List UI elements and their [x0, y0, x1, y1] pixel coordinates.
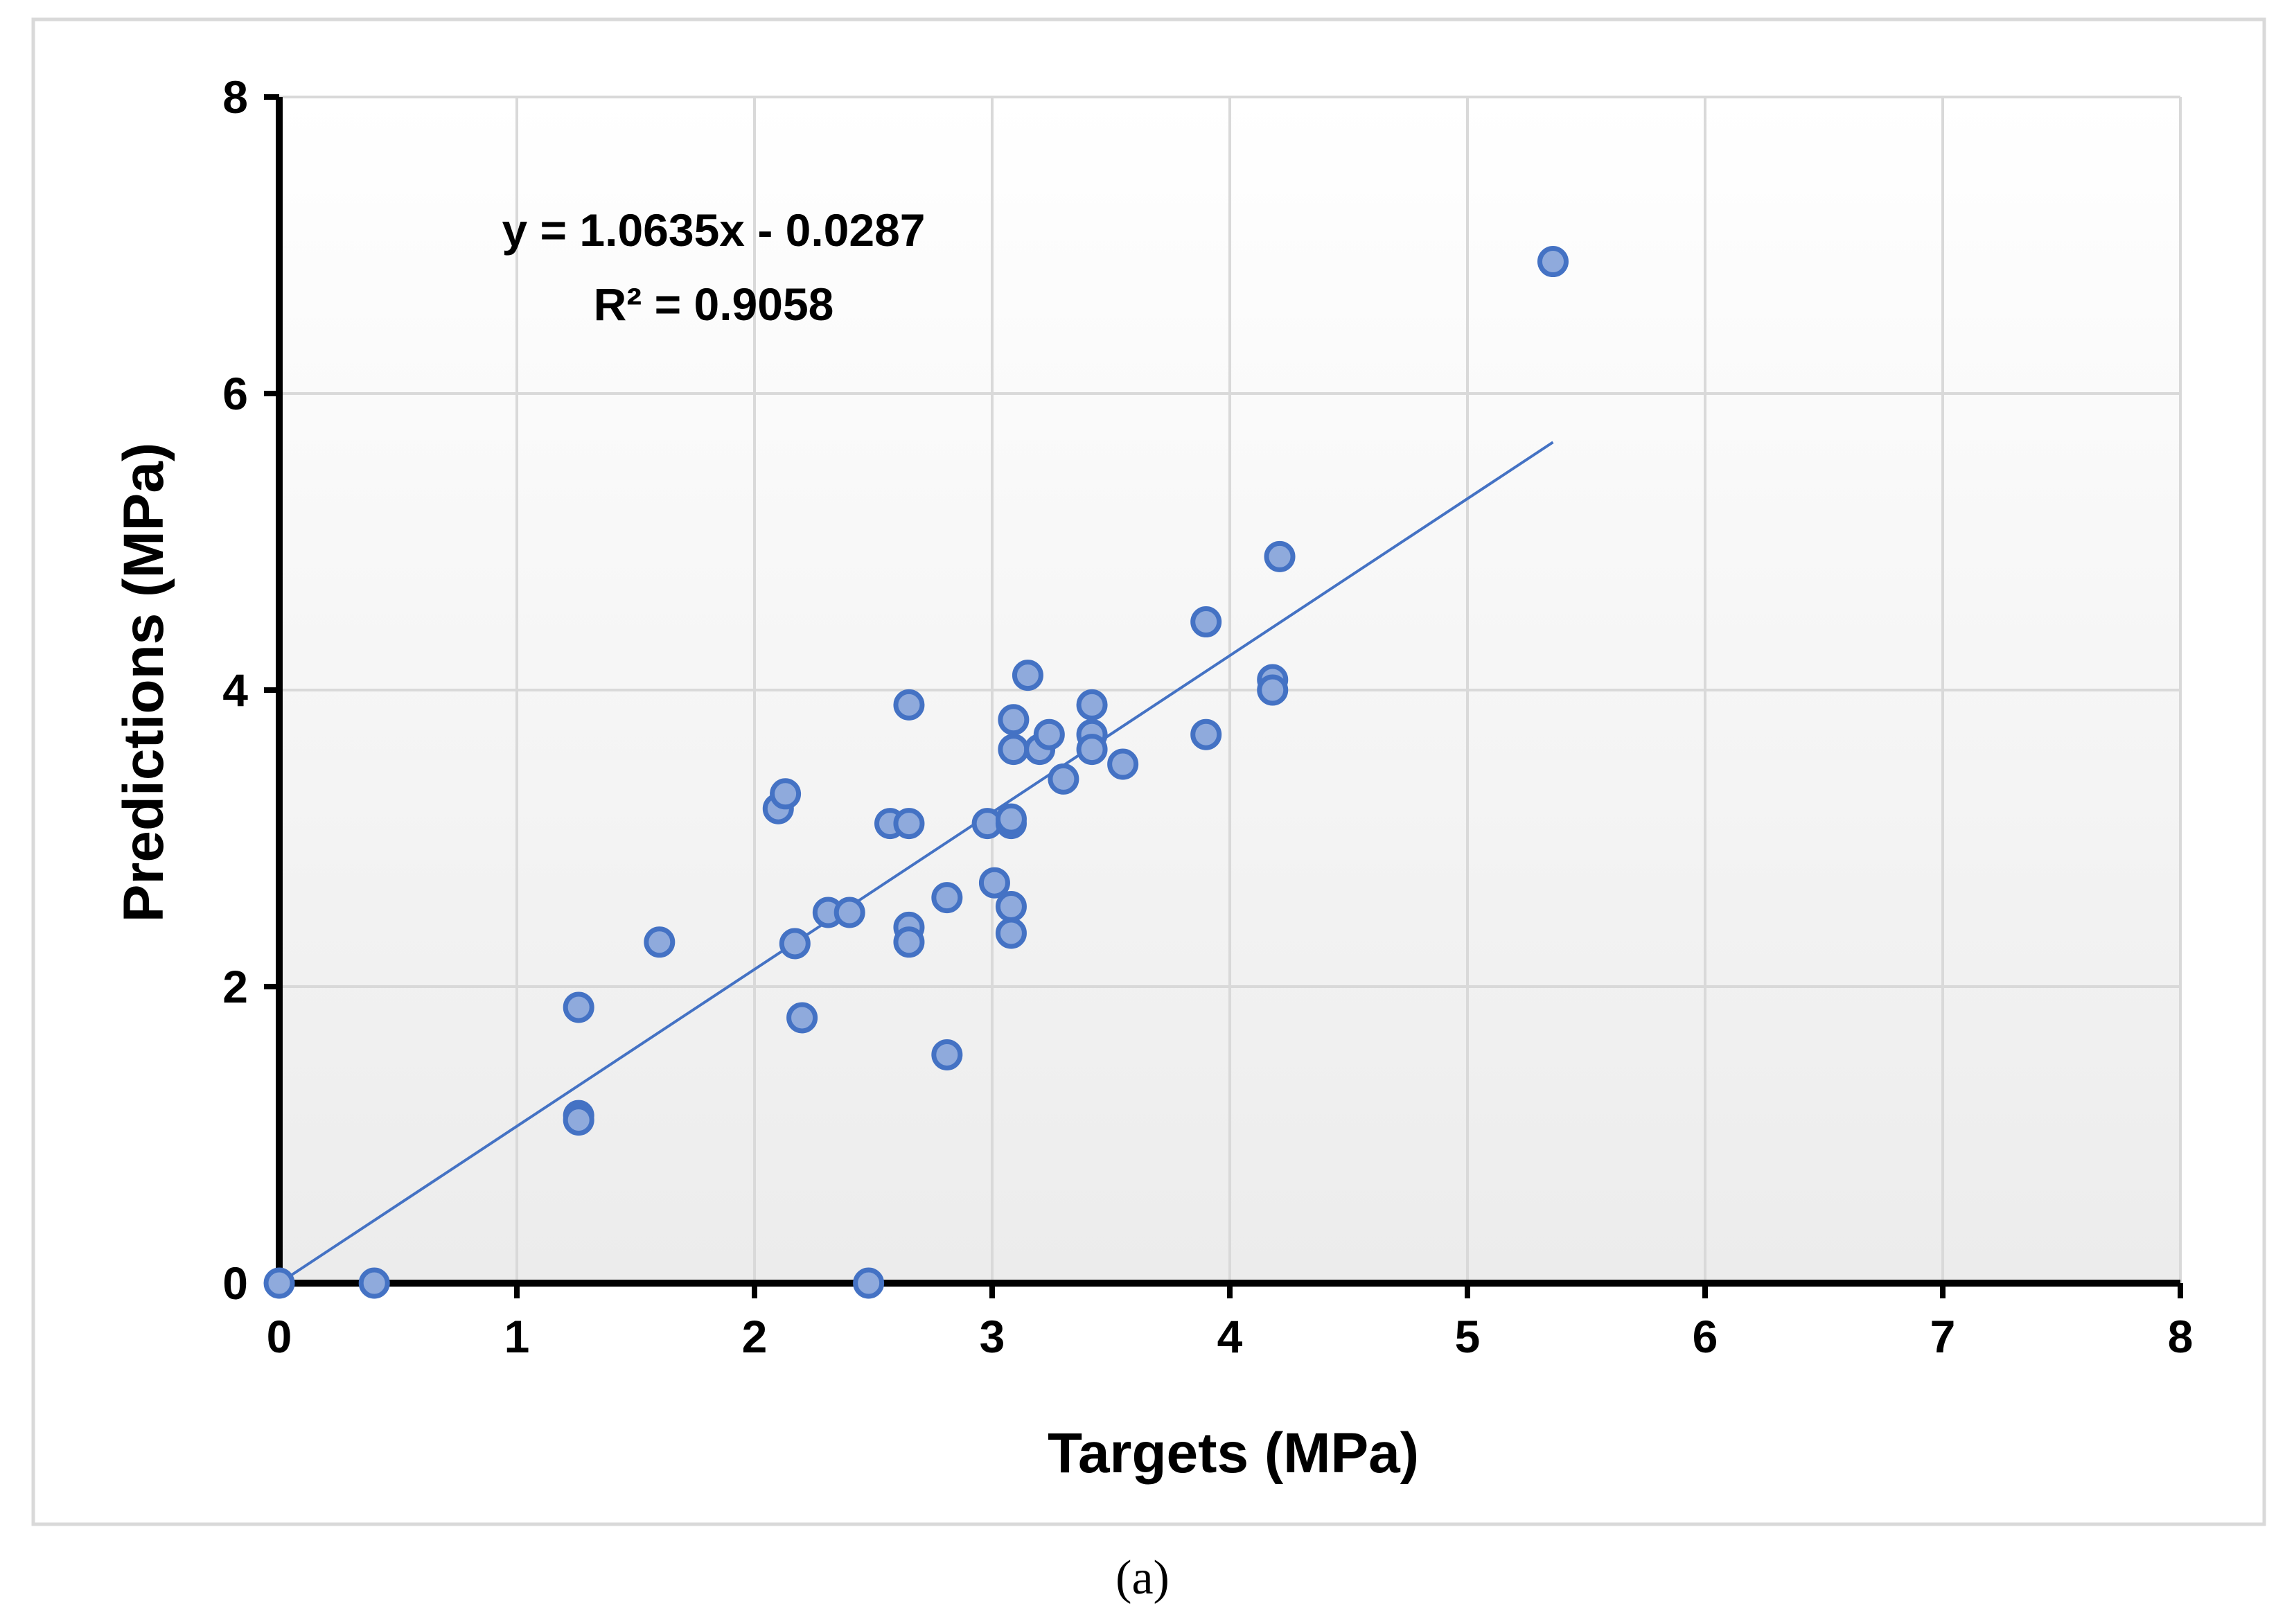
trendline: [278, 441, 1554, 1285]
r-squared-label: R² = 0.9058: [594, 279, 834, 330]
data-point: [1076, 734, 1108, 766]
data-point: [1107, 748, 1139, 780]
data-point: [833, 897, 865, 928]
data-point: [1012, 660, 1043, 691]
y-axis-title: Predictions (MPa): [112, 443, 175, 923]
y-tick-label: 6: [222, 368, 248, 419]
data-point: [786, 1002, 818, 1034]
data-point: [263, 1267, 295, 1299]
y-tick-label: 4: [222, 664, 248, 716]
x-tick-label: 8: [2168, 1311, 2194, 1362]
x-tick-label: 2: [742, 1311, 768, 1362]
data-point: [1048, 763, 1079, 795]
axes: [264, 94, 2183, 1298]
data-point: [1190, 606, 1222, 638]
tick-labels: 0 1 2 3 4 5 6 7 8 0 2 4 6 8: [222, 71, 2193, 1362]
figure-caption: (a): [1115, 1551, 1170, 1605]
data-point: [893, 808, 925, 840]
data-point: [358, 1267, 390, 1299]
data-point: [998, 734, 1030, 766]
data-point: [770, 778, 802, 810]
data-point: [893, 926, 925, 958]
data-point: [779, 928, 811, 960]
data-point: [1264, 540, 1296, 572]
data-point: [995, 803, 1027, 835]
data-point: [995, 890, 1027, 922]
data-point: [1537, 246, 1569, 278]
data-point: [644, 926, 676, 958]
data-point: [1076, 689, 1108, 721]
trendline-equation: y = 1.0635x - 0.0287: [502, 204, 925, 256]
x-tick-label: 5: [1455, 1311, 1481, 1362]
x-tick-label: 0: [267, 1311, 292, 1362]
data-point: [995, 917, 1027, 949]
x-tick-label: 1: [504, 1311, 530, 1362]
data-point: [1257, 674, 1289, 706]
data-points: [263, 246, 1569, 1299]
data-point: [563, 991, 594, 1023]
data-point: [931, 1039, 963, 1070]
data-point: [563, 1104, 594, 1136]
x-tick-label: 3: [980, 1311, 1005, 1362]
data-point: [1033, 718, 1065, 750]
data-point: [893, 689, 925, 721]
data-point: [998, 704, 1030, 736]
x-tick-label: 7: [1930, 1311, 1956, 1362]
data-point: [853, 1267, 885, 1299]
data-point: [931, 882, 963, 914]
y-tick-label: 0: [222, 1257, 248, 1309]
y-tick-label: 8: [222, 71, 248, 123]
data-point: [1190, 718, 1222, 750]
x-tick-label: 6: [1693, 1311, 1718, 1362]
y-tick-label: 2: [222, 961, 248, 1012]
data-point: [978, 867, 1010, 899]
gridlines: [279, 96, 2182, 1283]
x-tick-label: 4: [1217, 1311, 1243, 1362]
x-axis-title: Targets (MPa): [1048, 1422, 1419, 1485]
